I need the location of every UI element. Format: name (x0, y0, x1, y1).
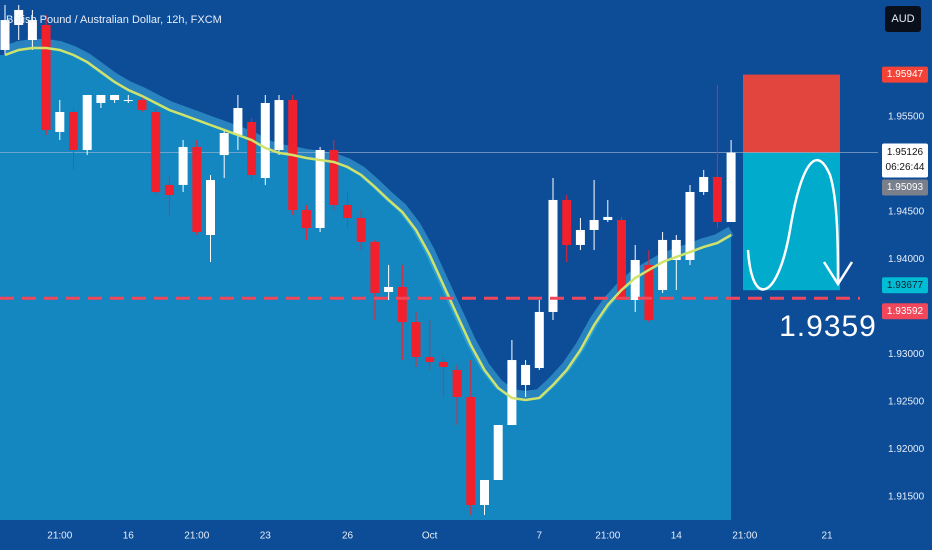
candle-body (41, 24, 51, 130)
level-label: 1.93592 (887, 306, 924, 317)
candle-body (247, 121, 257, 175)
ma-line (4, 46, 732, 402)
candle-body (411, 322, 421, 357)
y-tick-label: 1.94000 (888, 254, 925, 265)
candle-body (507, 360, 517, 426)
candle-body (192, 146, 202, 232)
y-tick-label: 1.92500 (888, 397, 925, 408)
candle-body (384, 286, 394, 293)
chart-title: British Pound / Australian Dollar, 12h, … (6, 14, 222, 26)
candle-body (370, 241, 380, 293)
candle-body (110, 94, 120, 101)
candle-body (630, 260, 640, 300)
x-tick-label: 14 (671, 531, 683, 542)
stop-label: 1.95947 (887, 69, 924, 80)
x-tick-label: 21:00 (47, 531, 72, 542)
candle-body (164, 184, 174, 196)
x-tick-label: 21:00 (732, 531, 757, 542)
y-tick-label: 1.93000 (888, 349, 925, 360)
currency-label: AUD (891, 13, 914, 25)
y-tick-label: 1.91500 (888, 492, 925, 503)
candle-body (301, 210, 311, 228)
x-tick-label: 21 (821, 531, 833, 542)
target-box (882, 277, 928, 294)
target-label: 1.93677 (887, 280, 924, 291)
arrow-head (822, 261, 854, 287)
stop-box (882, 66, 928, 83)
candle-body (534, 311, 544, 369)
candle-body (356, 218, 366, 242)
candle-body (27, 20, 37, 40)
candle-body (425, 356, 435, 363)
x-tick-label: 7 (537, 531, 543, 542)
indicator-label: 1.95093 (887, 182, 924, 193)
y-tick-label: 1.95500 (888, 112, 925, 123)
candle-body (260, 102, 270, 179)
current-price-box (882, 143, 928, 178)
candle-body (603, 216, 613, 221)
currency-badge[interactable] (885, 6, 921, 32)
candle-body (206, 180, 215, 236)
x-tick-label: 16 (123, 531, 135, 542)
candle-body (151, 111, 161, 192)
candle-body (699, 176, 709, 192)
candle-body (493, 425, 503, 481)
candle-body (274, 100, 284, 150)
candle-body (69, 111, 78, 150)
candle-body (685, 191, 695, 260)
candle-body (480, 480, 489, 505)
x-tick-label: 23 (260, 531, 272, 542)
stop-zone (743, 74, 840, 153)
candle-body (329, 149, 339, 205)
level-box (882, 303, 928, 320)
candle-body (397, 286, 407, 323)
x-tick-label: 21:00 (595, 531, 620, 542)
candle-body (123, 100, 133, 102)
candle-body (575, 229, 585, 245)
candle-body (671, 239, 681, 260)
y-tick-label: 1.92000 (888, 444, 925, 455)
candle-body (14, 9, 24, 25)
candle-body (726, 152, 736, 223)
candle-body (438, 362, 448, 367)
arrow-curve (746, 159, 840, 291)
candle-body (96, 94, 106, 103)
candle-body (137, 100, 147, 111)
y-tick-label: 1.94500 (888, 207, 925, 218)
ma-band (3, 38, 734, 401)
x-tick-label: 21:00 (184, 531, 209, 542)
candle-body (644, 264, 654, 321)
plot: 21:00 16 21:00 23 26 Oct 7 21:00 14 21:00 21 1.9550… (0, 5, 928, 542)
candle-body (712, 176, 722, 223)
candle-body (219, 132, 229, 156)
candle-body (562, 199, 572, 245)
candle-body (617, 220, 626, 300)
candle-body (343, 204, 352, 219)
current-price-label: 1.95126 (887, 147, 924, 158)
candle-body (466, 396, 476, 505)
annotation: 1.9359 (779, 310, 877, 343)
indicator-box (882, 179, 928, 196)
candle-body (548, 199, 558, 312)
candle-body (82, 94, 92, 150)
candle-body (452, 370, 462, 397)
candle-body (315, 149, 325, 228)
candle-body (55, 111, 65, 132)
candle-body (178, 146, 188, 185)
candle-body (233, 108, 243, 135)
candle-body (0, 20, 10, 50)
candle-body (658, 239, 668, 291)
x-tick-label: Oct (422, 531, 438, 542)
candle-body (589, 220, 599, 230)
candle-body (521, 364, 531, 386)
countdown-label: 06:26:44 (886, 162, 925, 173)
x-tick-label: 26 (342, 531, 354, 542)
